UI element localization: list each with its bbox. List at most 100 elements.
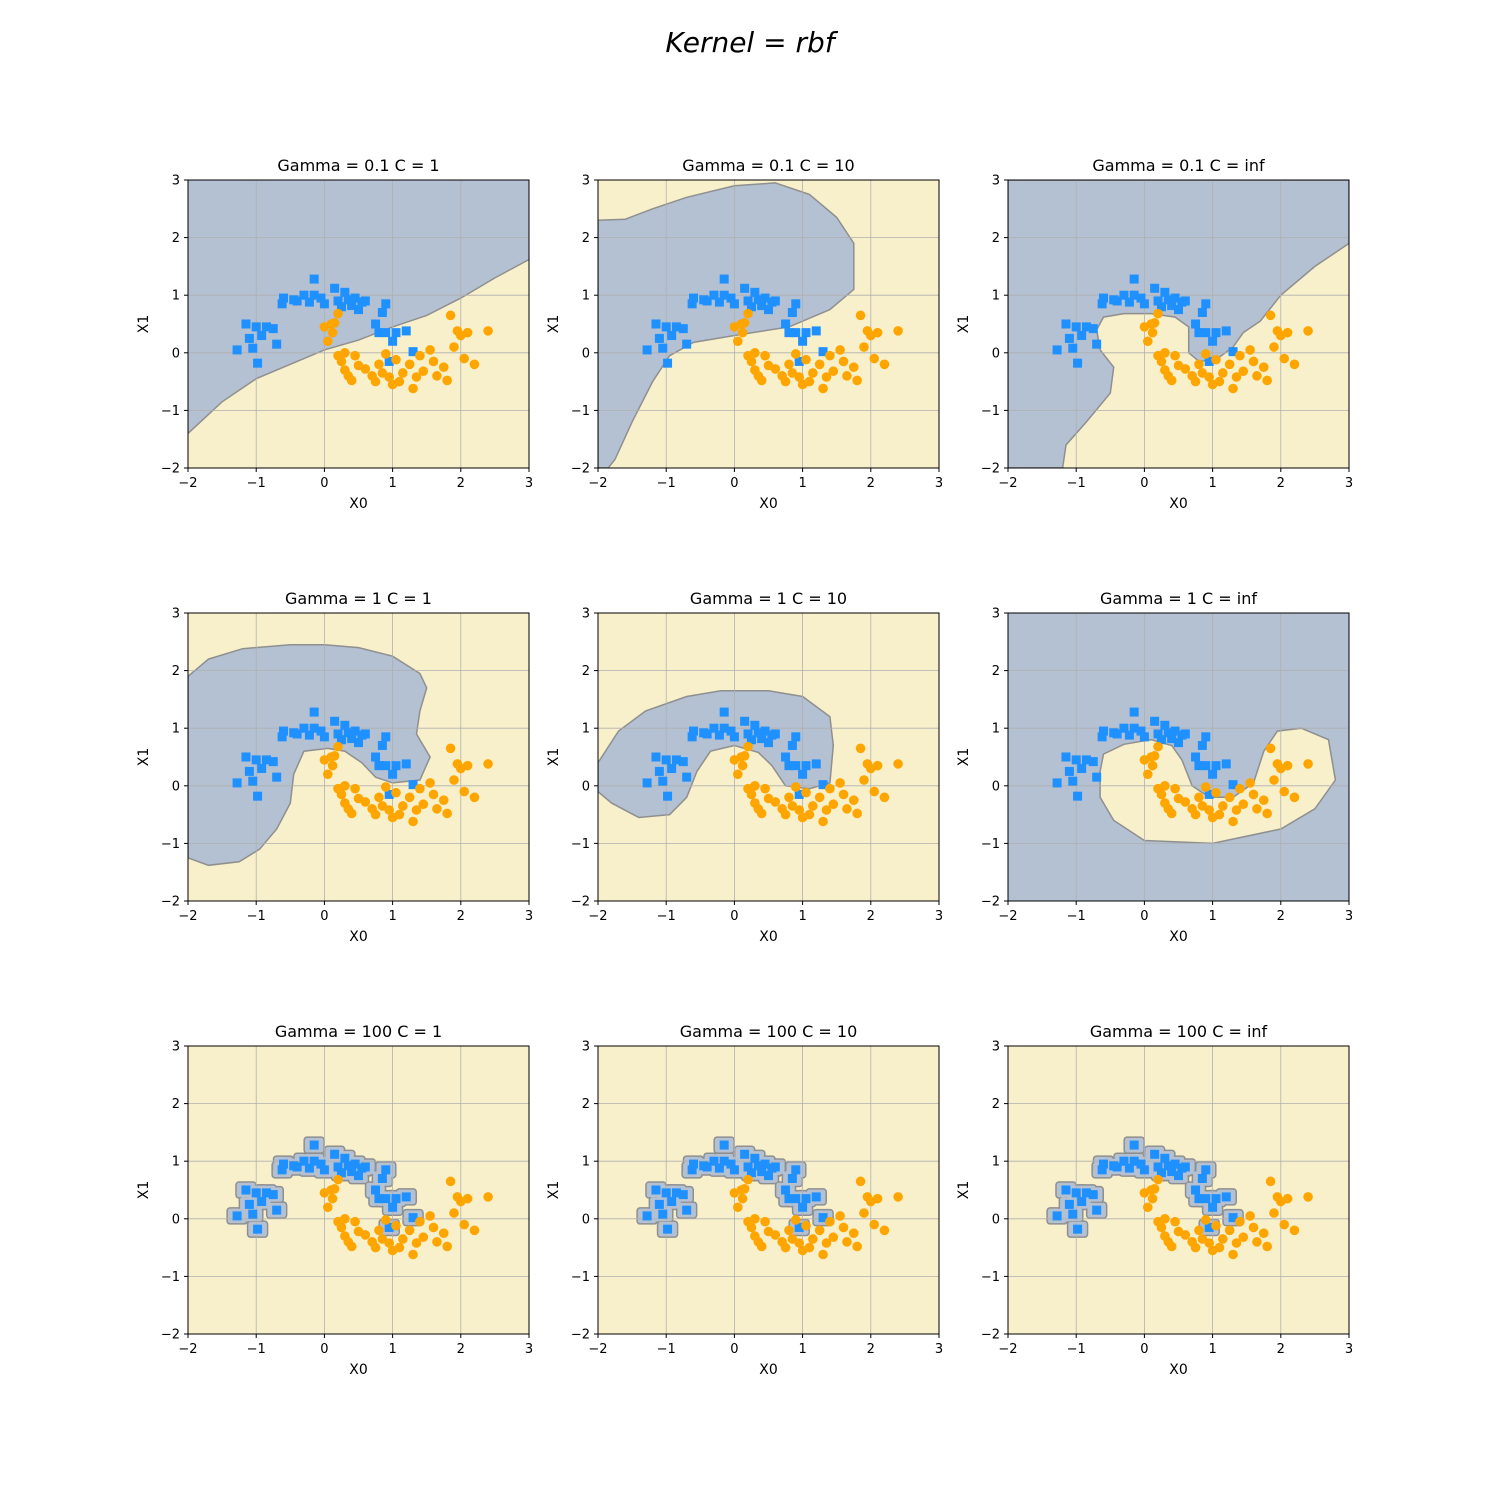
class0-point xyxy=(678,324,688,334)
class0-point xyxy=(374,328,384,338)
class0-point xyxy=(1064,333,1074,343)
class1-point xyxy=(872,1193,883,1204)
class0-point xyxy=(232,778,242,788)
class0-point xyxy=(371,1185,381,1195)
class0-point xyxy=(1160,720,1170,730)
class0-point xyxy=(1119,1156,1129,1166)
class1-point xyxy=(1204,805,1214,815)
subplot-8: −2 −1 0 1 2 3 −2 −1 0 1 2 3 X0 X1 Gamma = 100 C = 10 xyxy=(546,1022,943,1378)
class1-point xyxy=(442,375,452,386)
class1-point xyxy=(746,356,757,367)
class1-point xyxy=(1269,775,1279,785)
data-points xyxy=(1052,707,1313,827)
class1-point xyxy=(432,371,442,381)
class0-point xyxy=(1150,283,1160,293)
class0-point xyxy=(651,1185,661,1195)
class0-point xyxy=(253,1224,263,1234)
y-axis-label: X1 xyxy=(546,748,562,767)
class1-point xyxy=(428,789,439,800)
axes-frame xyxy=(597,179,940,469)
class0-point xyxy=(1052,345,1062,355)
class0-point xyxy=(232,345,242,355)
class0-point xyxy=(658,343,668,353)
ticks: −2 −1 0 1 2 3 −2 −1 0 1 2 3 xyxy=(161,1040,533,1358)
class0-point xyxy=(1077,331,1087,341)
y-tick-label: 1 xyxy=(172,1155,180,1170)
class0-point xyxy=(350,1159,360,1169)
class1-point xyxy=(852,375,862,386)
class1-point xyxy=(459,353,470,364)
class1-point xyxy=(415,783,425,794)
class0-point xyxy=(781,752,791,762)
class0-point xyxy=(347,301,357,311)
subplot-title: Gamma = 100 C = inf xyxy=(1090,1022,1268,1041)
y-axis-label: X1 xyxy=(956,315,972,334)
decision-regions xyxy=(188,180,529,468)
class1-point xyxy=(1303,326,1313,336)
class0-point xyxy=(268,324,278,334)
class0-point xyxy=(388,336,398,346)
y-tick-label: 0 xyxy=(172,346,180,361)
class1-point xyxy=(1289,359,1300,370)
class0-point xyxy=(667,1197,677,1207)
class1-point xyxy=(1156,356,1167,367)
class1-point xyxy=(838,1222,849,1233)
class1-point xyxy=(1231,372,1242,382)
class0-point xyxy=(1129,274,1139,284)
class1-point xyxy=(1166,375,1177,386)
class0-point xyxy=(740,1149,750,1159)
class0-point xyxy=(401,1192,411,1202)
class1-point xyxy=(756,808,767,819)
class1-point xyxy=(835,778,845,788)
x-tick-label: 2 xyxy=(457,1342,465,1357)
class1-point xyxy=(848,1228,859,1238)
class0-point xyxy=(1129,290,1139,300)
class1-point xyxy=(418,1232,429,1243)
y-axis-label: X1 xyxy=(546,1181,562,1200)
class1-point xyxy=(818,383,828,394)
class0-point xyxy=(1073,358,1083,368)
class1-point xyxy=(1235,1216,1245,1227)
class0-point xyxy=(257,1197,267,1207)
class0-point xyxy=(794,789,804,799)
class0-point xyxy=(1136,293,1146,303)
class1-point xyxy=(780,1242,791,1253)
decision-regions xyxy=(598,180,939,468)
class0-point xyxy=(794,1222,804,1232)
class0-point xyxy=(764,738,773,748)
class0-point xyxy=(1061,1185,1071,1195)
class1-point xyxy=(384,372,394,382)
class0-point xyxy=(801,761,811,771)
y-tick-label: −1 xyxy=(161,837,180,852)
axes-frame xyxy=(597,612,940,902)
class1-point xyxy=(415,1216,425,1227)
class1-point xyxy=(733,336,743,347)
class1-point xyxy=(842,1237,852,1247)
class0-point xyxy=(791,1165,801,1175)
class0-point xyxy=(1064,766,1074,776)
subplot-3: −2 −1 0 1 2 3 −2 −1 0 1 2 3 X0 X1 Gamma = 0.1 C = inf xyxy=(956,156,1353,512)
x-tick-label: −1 xyxy=(657,909,676,924)
class1-point xyxy=(855,310,866,321)
class0-point xyxy=(408,1213,418,1223)
class1-point xyxy=(1289,1225,1300,1236)
class1-point xyxy=(1238,1232,1249,1243)
data-points xyxy=(642,274,903,394)
x-tick-label: 3 xyxy=(525,909,533,924)
class0-point xyxy=(1201,299,1211,309)
x-tick-label: 1 xyxy=(1208,476,1216,491)
class1-point xyxy=(1265,1176,1276,1187)
class0-point xyxy=(682,1205,692,1215)
class0-point xyxy=(333,729,343,739)
class0-point xyxy=(1211,328,1221,338)
axes-frame xyxy=(597,1045,940,1335)
data-points xyxy=(642,707,903,827)
class1-point xyxy=(1180,364,1191,374)
class1-point xyxy=(750,1214,760,1224)
class1-point xyxy=(1211,354,1221,365)
class0-point xyxy=(408,780,418,790)
class1-point xyxy=(333,308,343,319)
y-tick-label: 3 xyxy=(992,607,1000,622)
class0-point xyxy=(340,287,350,297)
class0-point xyxy=(371,319,381,329)
